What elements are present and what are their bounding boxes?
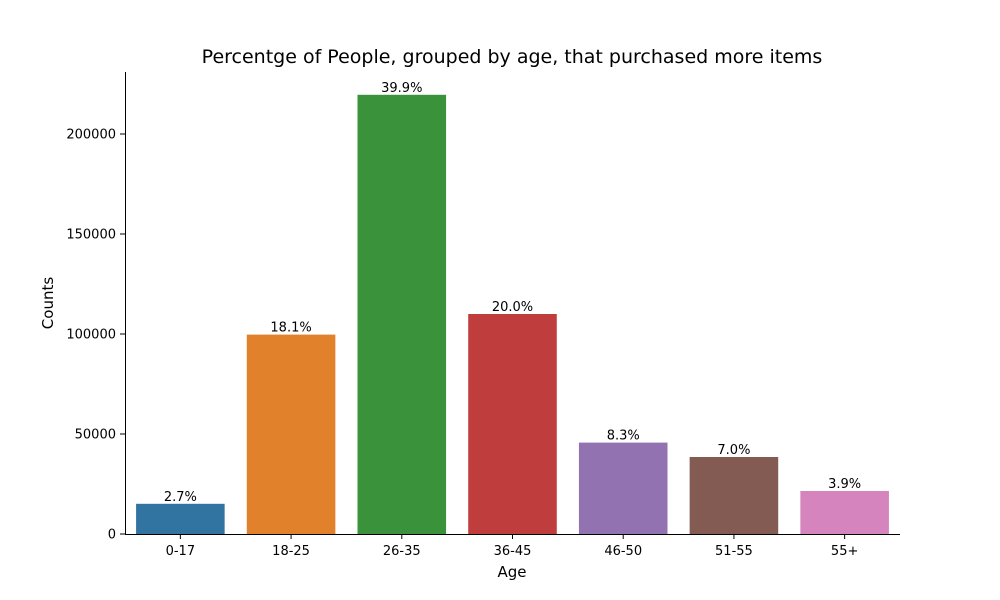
bar-data-label: 3.9% <box>828 477 861 492</box>
bar-data-label: 7.0% <box>717 443 750 458</box>
data-labels-group: 2.7% 18.1% 39.9% 20.0% 8.3% 7.0% 3.9% <box>164 81 861 505</box>
bars-group <box>136 94 889 535</box>
y-tick-label: 0 <box>108 528 116 543</box>
y-axis-ticks: 0 50000 100000 150000 200000 <box>66 128 125 543</box>
bar-26-35 <box>357 94 447 535</box>
bar-36-45 <box>468 314 557 534</box>
x-tick-label: 55+ <box>831 544 858 559</box>
bar-55plus <box>800 491 889 534</box>
bar-0-17 <box>136 503 225 534</box>
bar-data-label: 20.0% <box>492 300 533 315</box>
x-tick-label: 46-50 <box>604 544 642 559</box>
y-axis-label: Counts <box>39 277 57 330</box>
bar-data-label: 2.7% <box>164 490 197 505</box>
chart-title: Percentge of People, grouped by age, tha… <box>202 46 823 68</box>
bar-18-25 <box>246 334 336 534</box>
y-tick-label: 100000 <box>66 328 116 343</box>
x-axis-label: Age <box>497 563 526 581</box>
bar-51-55 <box>689 457 779 534</box>
bar-data-label: 8.3% <box>607 429 640 444</box>
y-tick-label: 50000 <box>75 428 116 443</box>
x-tick-label: 51-55 <box>715 544 753 559</box>
x-tick-label: 36-45 <box>494 544 532 559</box>
y-tick-label: 150000 <box>66 228 116 243</box>
x-tick-label: 26-35 <box>383 544 421 559</box>
bar-data-label: 39.9% <box>381 81 422 96</box>
x-tick-label: 18-25 <box>272 544 310 559</box>
bar-data-label: 18.1% <box>270 321 311 336</box>
bar-46-50 <box>578 442 668 534</box>
x-axis-ticks: 0-17 18-25 26-35 36-45 46-50 51-55 55+ <box>166 534 858 559</box>
x-tick-label: 0-17 <box>166 544 196 559</box>
y-tick-label: 200000 <box>66 128 116 143</box>
